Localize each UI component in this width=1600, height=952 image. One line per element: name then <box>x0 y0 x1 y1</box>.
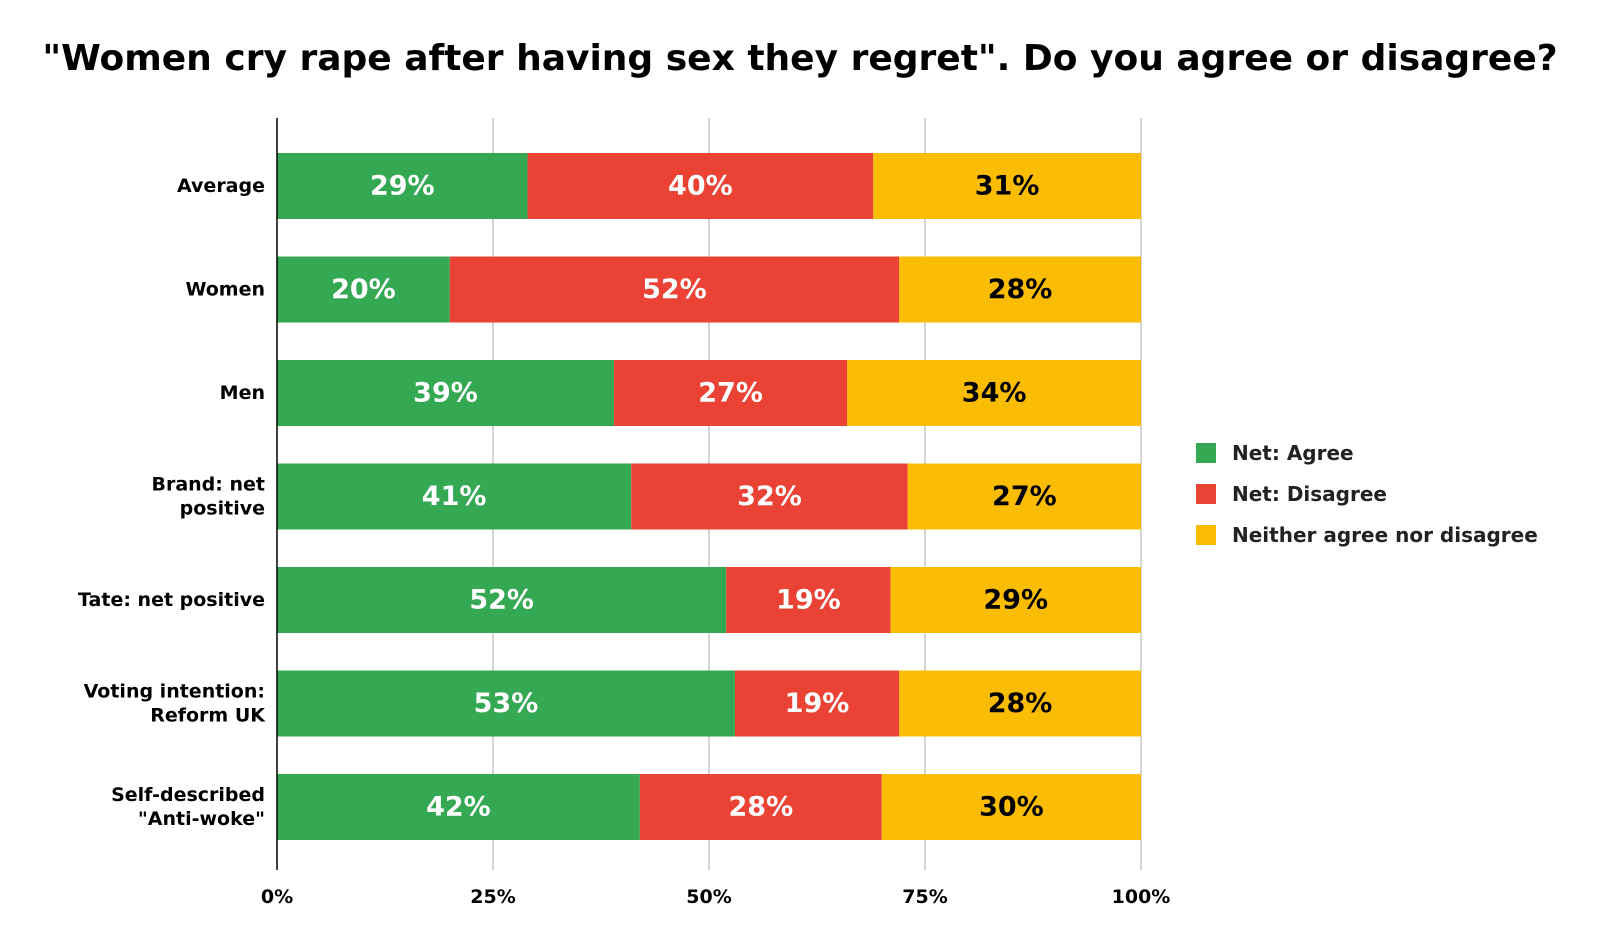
legend-item: Net: Agree <box>1196 432 1538 473</box>
bar-value-label: 31% <box>975 171 1040 202</box>
x-tick-label: 25% <box>470 886 515 908</box>
bar-labels: 29% 40% 31% 20% 52% 28% 39% 27% 34% 41% 32% 27% 52% 1… <box>331 171 1057 823</box>
x-tick-label: 0% <box>261 886 293 908</box>
category-label: Tate: net positive <box>78 589 265 611</box>
bar-segment <box>631 463 908 530</box>
legend-label: Net: Agree <box>1232 440 1354 465</box>
bar-value-label: 29% <box>983 585 1048 616</box>
legend-swatch <box>1196 442 1216 463</box>
bar-segment <box>527 153 874 219</box>
bar-value-label: 19% <box>776 585 841 616</box>
bar-value-label: 34% <box>962 378 1027 409</box>
bar-value-label: 32% <box>737 481 802 512</box>
bar-value-label: 42% <box>426 792 491 823</box>
bar-segment <box>639 774 882 840</box>
bar-value-label: 28% <box>988 274 1053 305</box>
bar-segment <box>734 670 900 737</box>
category-label: Average <box>177 175 265 197</box>
bar-segment <box>881 774 1141 840</box>
category-label: Self-described <box>111 784 265 806</box>
legend-swatch <box>1196 483 1216 504</box>
category-label: Brand: net <box>151 474 265 496</box>
bar-value-label: 29% <box>370 171 435 202</box>
legend-item: Neither agree nor disagree <box>1196 514 1538 555</box>
x-tick-label: 100% <box>1112 886 1171 908</box>
category-label: Voting intention: <box>84 681 265 703</box>
bar-segment <box>277 670 735 737</box>
bar-segment <box>899 670 1141 737</box>
legend-label: Neither agree nor disagree <box>1232 522 1538 547</box>
bar-segment <box>726 567 891 633</box>
bar-value-label: 40% <box>668 171 733 202</box>
bar-value-label: 30% <box>979 792 1044 823</box>
bar-segment <box>277 567 727 633</box>
bar-value-label: 28% <box>988 688 1053 719</box>
bar-segment <box>899 256 1141 323</box>
bar-segment <box>277 774 640 840</box>
bar-value-label: 52% <box>642 274 707 305</box>
bar-value-label: 27% <box>698 378 763 409</box>
x-tick-label: 75% <box>902 886 947 908</box>
x-tick-label: 50% <box>686 886 731 908</box>
x-axis-ticks: 0% 25% 50% 75% 100% <box>261 886 1170 908</box>
bar-value-label: 52% <box>469 585 534 616</box>
bar-segment <box>873 153 1141 219</box>
bars <box>277 153 1141 840</box>
bar-segment <box>890 567 1141 633</box>
category-label: Men <box>220 382 265 404</box>
legend-label: Net: Disagree <box>1232 481 1387 506</box>
legend: Net: Agree Net: Disagree Neither agree nor… <box>1196 432 1538 555</box>
bar-segment <box>277 256 450 323</box>
bar-segment <box>449 256 900 323</box>
category-label: Women <box>185 279 265 301</box>
bar-value-label: 20% <box>331 274 396 305</box>
bar-segment <box>613 360 848 426</box>
category-label: positive <box>180 498 265 520</box>
bar-segment <box>277 463 632 530</box>
bar-segment <box>907 463 1141 530</box>
legend-swatch <box>1196 524 1216 545</box>
bar-value-label: 53% <box>474 688 539 719</box>
bar-value-label: 27% <box>992 481 1057 512</box>
bar-value-label: 41% <box>422 481 487 512</box>
bar-value-label: 39% <box>413 378 478 409</box>
category-label: Reform UK <box>150 705 266 727</box>
bar-segment <box>847 360 1141 426</box>
bar-value-label: 19% <box>785 688 850 719</box>
chart-title: "Women cry rape after having sex they re… <box>42 38 1558 79</box>
bar-value-label: 28% <box>729 792 794 823</box>
legend-item: Net: Disagree <box>1196 473 1538 514</box>
bar-segment <box>277 153 528 219</box>
bar-segment <box>277 360 614 426</box>
category-label: "Anti-woke" <box>138 808 265 830</box>
